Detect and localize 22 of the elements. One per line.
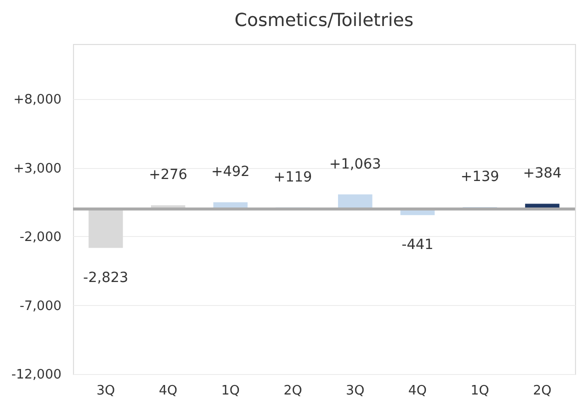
- data-label: +1,063: [329, 156, 382, 172]
- data-label: -2,823: [83, 270, 128, 286]
- chart-title: Cosmetics/Toiletries: [234, 10, 414, 31]
- y-tick-label: -7,000: [20, 298, 62, 314]
- data-label: +276: [148, 167, 188, 184]
- data-label: -441: [402, 237, 434, 254]
- data-label: +384: [523, 166, 562, 182]
- x-tick-label: 4Q: [408, 384, 427, 398]
- y-tick-label: -2,000: [20, 230, 62, 245]
- x-tick-label: 4Q: [158, 384, 178, 398]
- y-tick-label: +8,000: [13, 92, 62, 108]
- data-label: +119: [274, 169, 312, 186]
- x-tick-label: 2Q: [533, 384, 552, 398]
- y-tick-label: -12,000: [11, 368, 62, 382]
- x-tick-label: 3Q: [346, 384, 364, 398]
- x-tick-label: 2Q: [284, 384, 302, 398]
- data-label: +492: [211, 164, 250, 180]
- x-tick-label: 1Q: [470, 384, 490, 398]
- y-tick-label: +3,000: [13, 161, 62, 176]
- x-tick-label: 1Q: [221, 384, 240, 398]
- data-label: +139: [460, 169, 500, 186]
- x-tick-label: 3Q: [96, 384, 115, 398]
